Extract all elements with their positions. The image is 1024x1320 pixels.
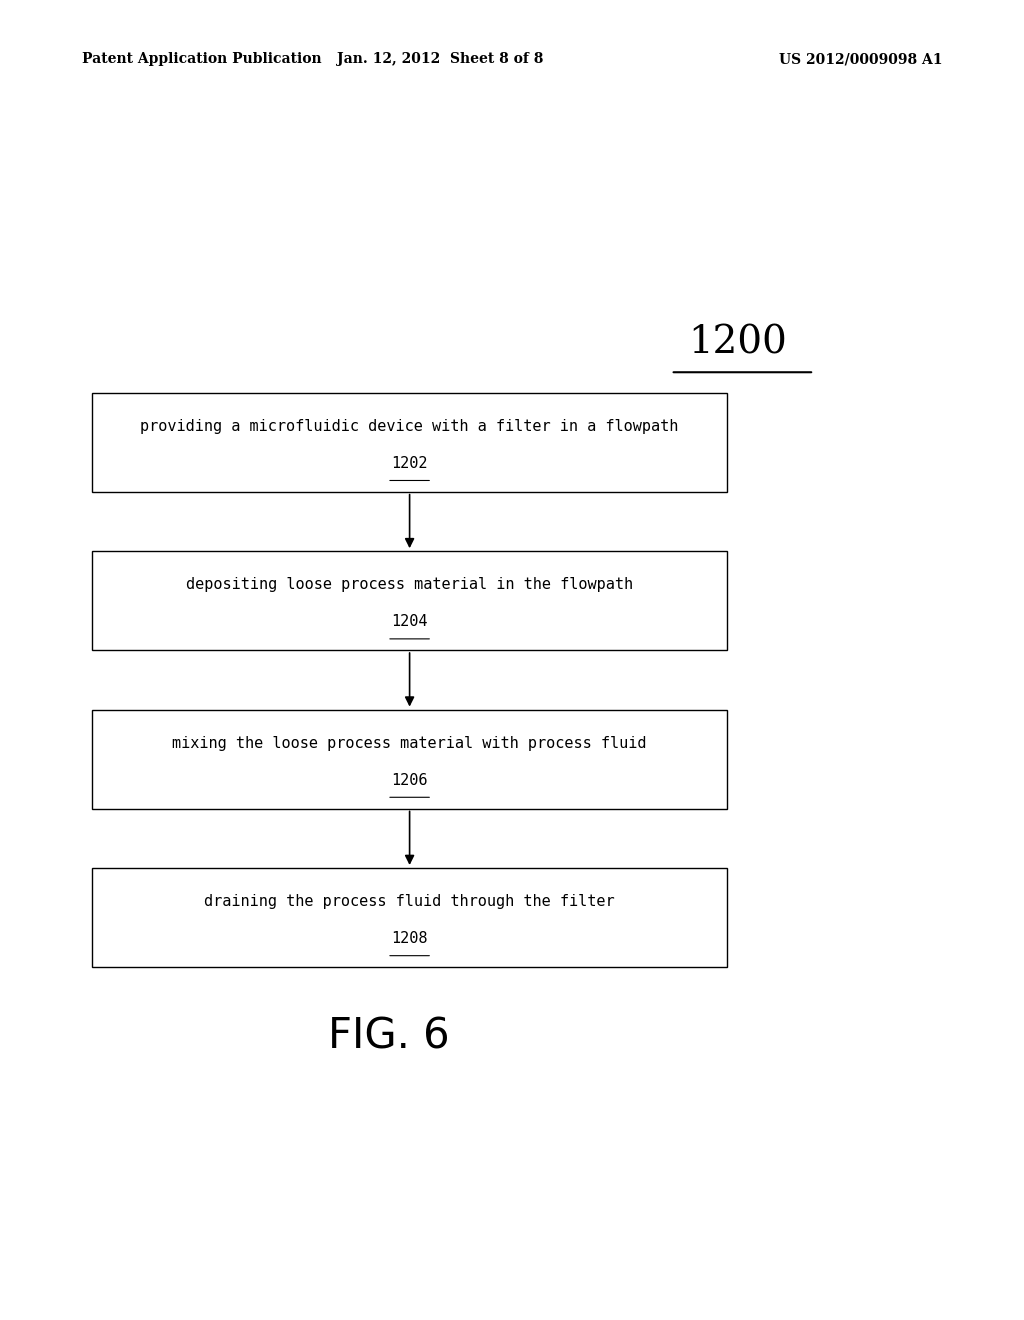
Text: providing a microfluidic device with a filter in a flowpath: providing a microfluidic device with a f… (140, 418, 679, 434)
Text: 1200: 1200 (688, 325, 786, 362)
Text: US 2012/0009098 A1: US 2012/0009098 A1 (778, 53, 942, 66)
Text: 1208: 1208 (391, 931, 428, 946)
Text: Jan. 12, 2012  Sheet 8 of 8: Jan. 12, 2012 Sheet 8 of 8 (337, 53, 544, 66)
Text: 1206: 1206 (391, 772, 428, 788)
FancyBboxPatch shape (92, 393, 727, 491)
FancyBboxPatch shape (92, 710, 727, 808)
Text: FIG. 6: FIG. 6 (329, 1015, 450, 1057)
FancyBboxPatch shape (92, 869, 727, 966)
Text: draining the process fluid through the filter: draining the process fluid through the f… (204, 894, 615, 909)
Text: depositing loose process material in the flowpath: depositing loose process material in the… (186, 577, 633, 593)
Text: mixing the loose process material with process fluid: mixing the loose process material with p… (172, 735, 647, 751)
Text: Patent Application Publication: Patent Application Publication (82, 53, 322, 66)
Text: 1204: 1204 (391, 614, 428, 630)
Text: 1202: 1202 (391, 455, 428, 471)
FancyBboxPatch shape (92, 552, 727, 649)
